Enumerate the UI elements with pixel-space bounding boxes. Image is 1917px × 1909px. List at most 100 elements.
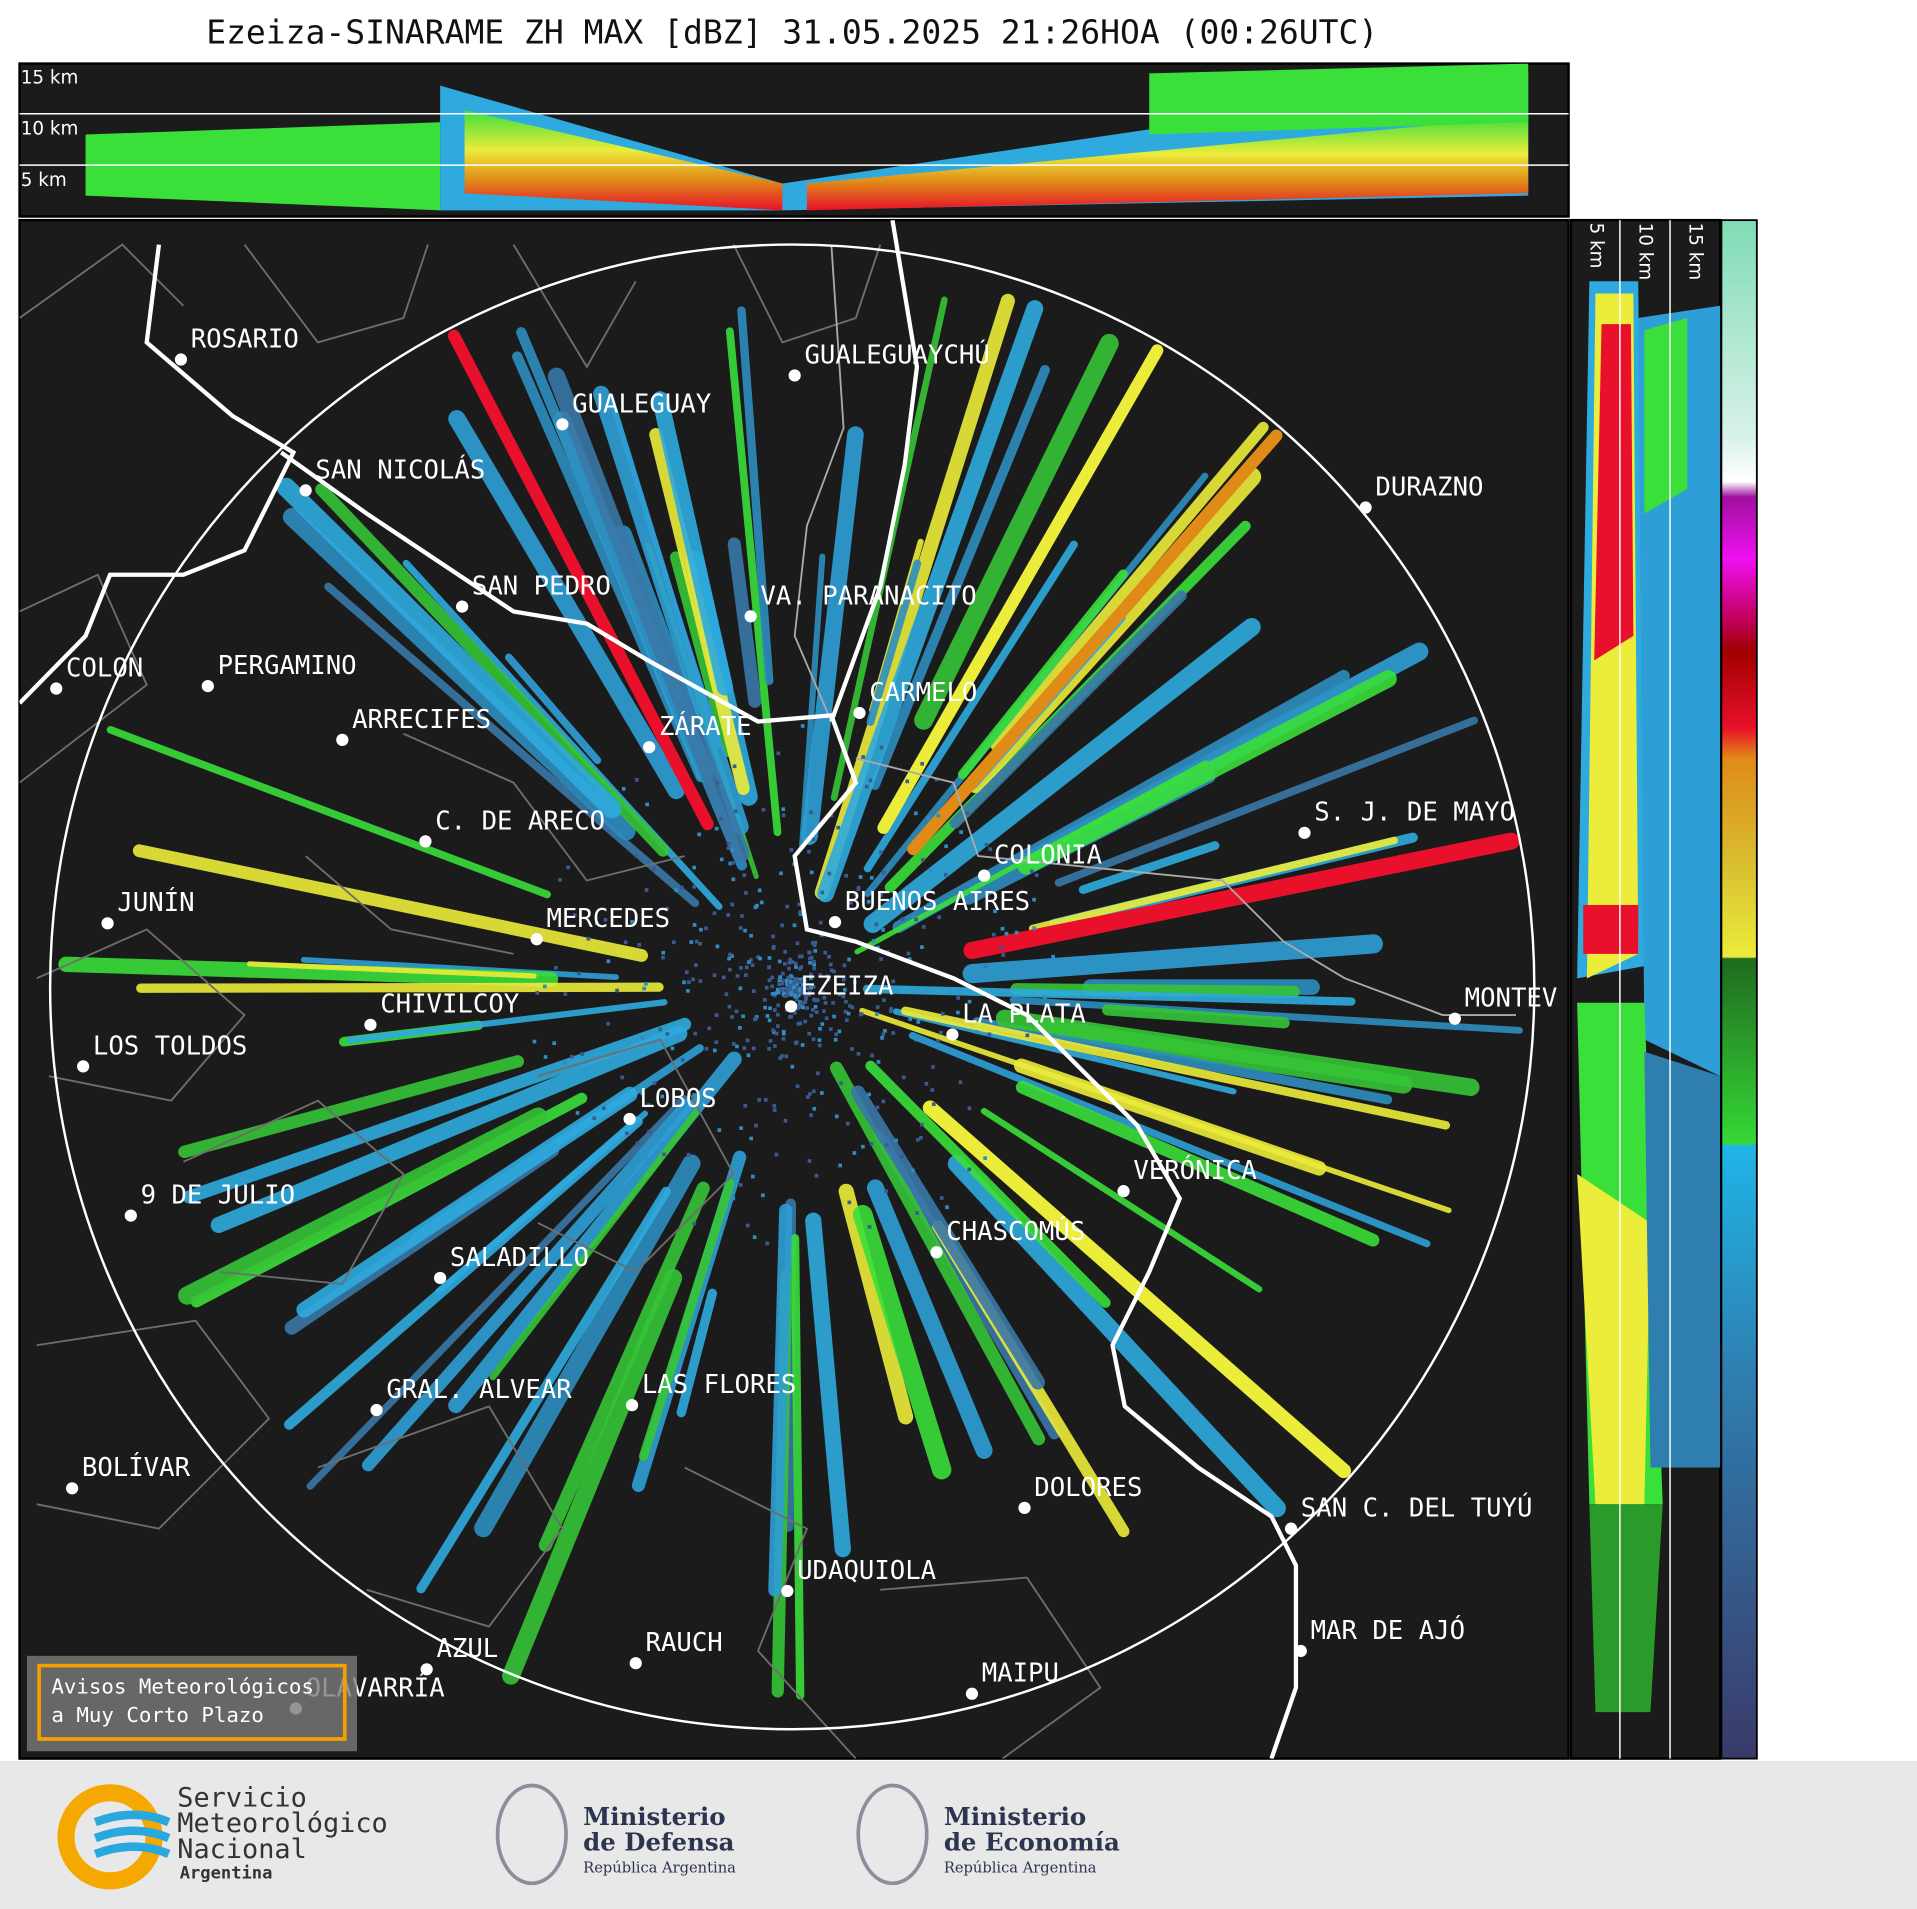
radar-echo: [865, 784, 869, 789]
radar-echo: [726, 913, 731, 917]
radar-echo: [448, 410, 685, 800]
radar-echo: [868, 778, 873, 783]
radar-echo: [809, 976, 813, 980]
place-marker: [1298, 826, 1311, 839]
radar-echo: [827, 954, 831, 959]
radar-echo: [698, 979, 703, 983]
radar-echo: [704, 926, 708, 931]
radar-echo: [809, 1113, 813, 1118]
radar-echo: [1010, 983, 1300, 998]
radar-echo: [757, 888, 762, 893]
radar-echo: [740, 914, 744, 918]
radar-echo: [767, 956, 772, 960]
radar-echo: [617, 831, 621, 835]
radar-echo: [746, 1053, 751, 1058]
radar-echo: [771, 934, 775, 939]
radar-echo: [448, 1051, 742, 1414]
place-label: SAN PEDRO: [472, 572, 611, 602]
radar-echo: [915, 1211, 920, 1215]
radar-echo: [993, 909, 997, 914]
radar-echo: [822, 1009, 826, 1014]
radar-echo: [800, 724, 805, 728]
place-label: MONTEV: [1465, 984, 1558, 1014]
radar-echo: [800, 1043, 805, 1047]
radar-echo: [879, 850, 883, 855]
radar-echo: [730, 1015, 734, 1019]
radar-echo: [856, 1052, 861, 1056]
radar-echo: [786, 989, 790, 994]
radar-echo: [801, 986, 806, 990]
radar-echo: [911, 1168, 915, 1173]
radar-echo: [991, 932, 996, 937]
radar-echo: [853, 980, 857, 985]
radar-echo: [926, 816, 931, 820]
radar-echo: [805, 1212, 851, 1558]
radar-echo: [665, 906, 669, 911]
radar-echo: [813, 940, 818, 945]
radar-echo: [967, 1106, 972, 1111]
radar-echo: [753, 1017, 757, 1022]
radar-echo: [768, 1039, 773, 1043]
radar-echo: [615, 988, 619, 993]
radar-echo: [984, 842, 989, 847]
radar-echo: [684, 970, 689, 974]
height-label: 15 km: [21, 67, 79, 88]
place-label: S. J. DE MAYO: [1314, 798, 1515, 828]
place-marker: [965, 1687, 979, 1700]
radar-echo: [866, 1179, 993, 1459]
radar-echo: [758, 956, 762, 961]
radar-echo: [772, 1103, 777, 1108]
radar-echo: [963, 832, 1520, 960]
radar-echo: [838, 1163, 843, 1168]
place-label: RAUCH: [646, 1628, 723, 1658]
radar-echo: [739, 1126, 743, 1130]
radar-echo: [592, 1116, 597, 1121]
radar-echo: [805, 1006, 810, 1010]
radar-echo: [941, 1012, 945, 1016]
radar-echo: [881, 928, 885, 932]
radar-echo: [732, 1156, 737, 1161]
radar-echo: [780, 1054, 784, 1058]
radar-echo: [776, 1003, 780, 1008]
radar-echo: [674, 1098, 679, 1103]
radar-echo: [642, 986, 646, 991]
radar-echo: [812, 943, 817, 948]
radar-echo: [832, 1014, 836, 1019]
place-marker: [1117, 1185, 1130, 1198]
radar-echo: [757, 1098, 762, 1102]
place-marker: [946, 1028, 959, 1041]
logo-text: Meteorológico: [177, 1808, 387, 1839]
radar-echo: [682, 980, 686, 985]
radar-echo: [553, 965, 558, 970]
radar-echo: [715, 944, 720, 949]
radar-echo: [790, 1234, 805, 1700]
radar-echo: [790, 960, 795, 964]
place-marker: [1284, 1522, 1298, 1535]
place-marker: [788, 369, 801, 382]
radar-echo: [742, 873, 747, 878]
radar-echo: [807, 1159, 812, 1163]
radar-echo: [810, 941, 815, 945]
radar-echo: [773, 1008, 777, 1012]
height-label: 10 km: [21, 119, 79, 140]
radar-echo: [803, 1000, 808, 1005]
radar-echo: [911, 914, 915, 918]
map: ROSARIO GUALEGUAYCHÚ GUALEGUAY SAN NICOLÁS D…: [18, 218, 1570, 1760]
radar-echo: [780, 923, 784, 928]
radar-echo: [845, 1018, 849, 1022]
radar-echo: [767, 978, 772, 983]
radar-echo: [1032, 926, 1036, 931]
place-marker: [1294, 1644, 1307, 1658]
radar-echo: [594, 921, 599, 926]
radar-echo: [936, 813, 941, 818]
radar-echo: [635, 1141, 640, 1146]
radar-echo: [920, 761, 925, 766]
radar-echo: [795, 941, 800, 946]
radar-echo: [1078, 841, 1220, 894]
radar-echo: [842, 963, 847, 968]
logo-text: Ministerio: [583, 1802, 725, 1831]
radar-echo: [850, 1085, 1046, 1390]
radar-echo: [807, 1092, 812, 1096]
radar-echo: [659, 1141, 664, 1146]
radar-echo: [717, 1128, 722, 1132]
